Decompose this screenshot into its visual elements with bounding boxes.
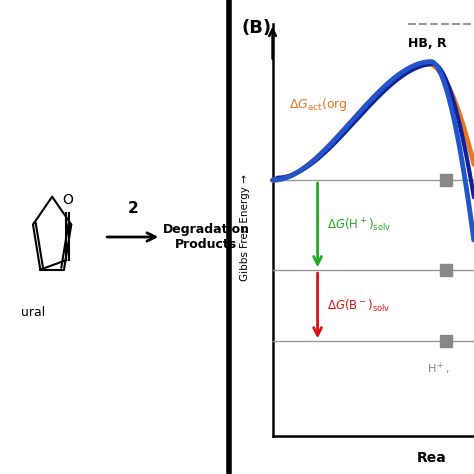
Text: HB, R: HB, R: [408, 37, 446, 50]
Text: 2: 2: [128, 201, 138, 216]
Text: ural: ural: [21, 306, 46, 319]
Text: H$^+$,: H$^+$,: [427, 360, 449, 376]
Text: Gibbs Free Energy →: Gibbs Free Energy →: [240, 174, 250, 281]
Text: $\Delta G_{\rm act}$(org: $\Delta G_{\rm act}$(org: [289, 96, 348, 113]
Text: $\Delta G({\rm B}^-)_{\rm solv}$: $\Delta G({\rm B}^-)_{\rm solv}$: [327, 298, 391, 314]
Text: (B): (B): [242, 19, 272, 37]
Text: O: O: [62, 193, 73, 207]
Text: $\Delta G({\rm H}^+)_{\rm solv}$: $\Delta G({\rm H}^+)_{\rm solv}$: [327, 217, 391, 234]
Text: Degradation
Products: Degradation Products: [163, 223, 250, 251]
Text: Rea: Rea: [417, 450, 446, 465]
